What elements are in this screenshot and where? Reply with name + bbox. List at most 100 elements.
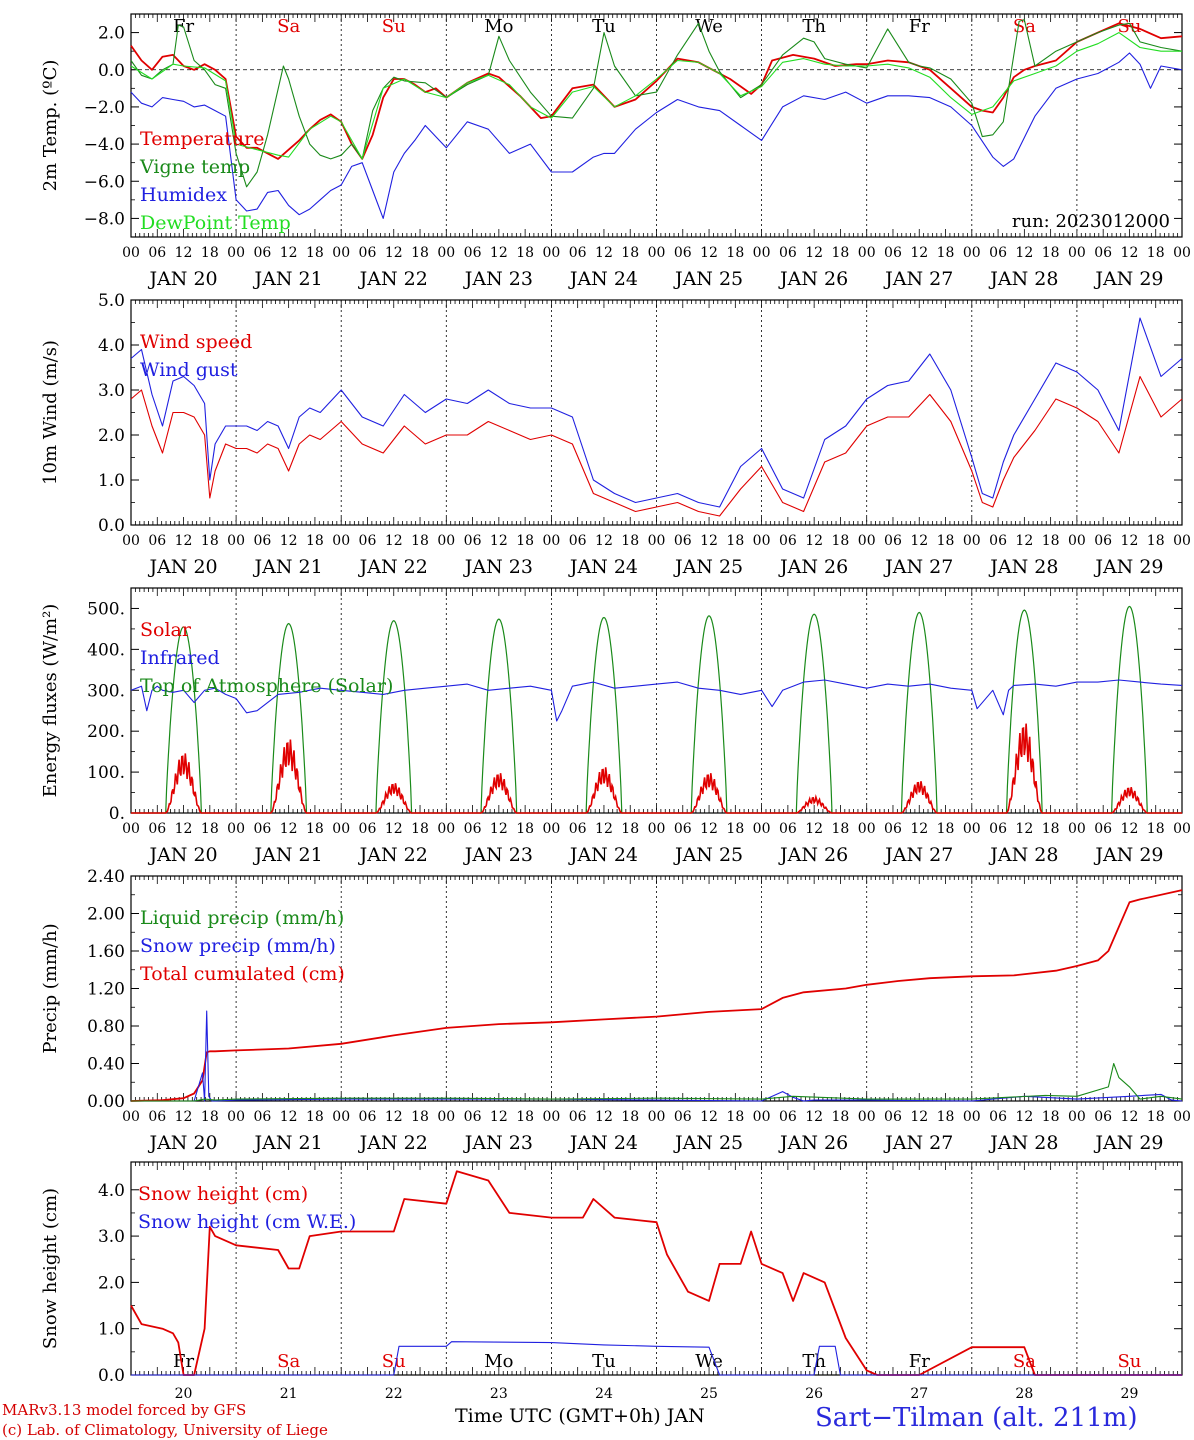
hour-tick-label: 18 [832, 1109, 850, 1125]
hour-tick-label: 00 [858, 245, 876, 261]
legend-entry: Humidex [140, 184, 227, 206]
hour-tick-label: 06 [989, 1109, 1007, 1125]
date-label: JAN 26 [778, 556, 848, 578]
hour-tick-label: 12 [805, 245, 823, 261]
weekday-label: Sa [277, 1351, 300, 1372]
hour-tick-label: 06 [1094, 245, 1112, 261]
hour-tick-label: 18 [411, 533, 429, 549]
hour-tick-label: 06 [359, 533, 377, 549]
series-liquid-precip-mm-h- [131, 1062, 1183, 1102]
date-label: JAN 26 [778, 1132, 848, 1154]
date-label: JAN 20 [147, 268, 217, 290]
date-label: JAN 24 [568, 556, 638, 578]
y-tick-label: 2.00 [87, 905, 125, 925]
hour-tick-label: 00 [437, 245, 455, 261]
date-label: JAN 24 [568, 268, 638, 290]
panel-4: 2.40 2.00 1.60 1.20 0.80 0.40 0.00 Precip (mm/h… [40, 867, 1191, 1154]
hour-tick-label: 18 [411, 821, 429, 837]
hour-tick-label: 06 [989, 533, 1007, 549]
hour-tick-label: 18 [201, 533, 219, 549]
hour-tick-label: 18 [201, 1109, 219, 1125]
hour-tick-label: 12 [700, 1109, 718, 1125]
hour-tick-label: 12 [280, 1109, 298, 1125]
hour-tick-label: 06 [148, 821, 166, 837]
hour-tick-label: 06 [148, 1109, 166, 1125]
y-tick-label: 2.0 [98, 24, 125, 44]
hour-tick-label: 06 [674, 1109, 692, 1125]
day-number-label: 29 [1121, 1386, 1139, 1402]
run-label: run: 2023012000 [1012, 211, 1170, 232]
date-label: JAN 29 [1093, 844, 1163, 866]
date-label: JAN 27 [883, 556, 953, 578]
series-snow-precip-mm-h- [131, 1010, 1183, 1102]
hour-tick-label: 12 [385, 821, 403, 837]
date-label: JAN 26 [778, 268, 848, 290]
series-wind-speed [130, 375, 1183, 517]
legend-entry: Solar [140, 619, 192, 641]
y-tick-label: 5.0 [98, 291, 125, 311]
hour-tick-label: 00 [858, 1109, 876, 1125]
hour-tick-label: 00 [227, 821, 245, 837]
date-label: JAN 28 [988, 844, 1058, 866]
hour-tick-label: 18 [306, 245, 324, 261]
hour-tick-label: 06 [1094, 821, 1112, 837]
hour-tick-label: 00 [227, 533, 245, 549]
hour-tick-label: 12 [175, 821, 193, 837]
hour-tick-label: 00 [542, 245, 560, 261]
hour-tick-label: 00 [1173, 245, 1191, 261]
date-label: JAN 27 [883, 1132, 953, 1154]
date-label: JAN 25 [673, 1132, 743, 1154]
date-label: JAN 25 [673, 844, 743, 866]
y-tick-label: 300. [87, 681, 125, 701]
weekday-label: Mo [484, 1351, 513, 1372]
date-label: JAN 23 [463, 844, 533, 866]
panel-2: 5.0 4.0 3.0 2.0 1.0 0.0 10m Wind (m/s) 00 06 12 18… [40, 291, 1191, 578]
hour-tick-label: 12 [700, 821, 718, 837]
date-label: JAN 29 [1093, 268, 1163, 290]
date-label: JAN 21 [253, 844, 323, 866]
date-label: JAN 29 [1093, 556, 1163, 578]
hour-tick-label: 18 [726, 245, 744, 261]
y-tick-label: 2.40 [87, 867, 125, 887]
day-number-label: 24 [595, 1386, 613, 1402]
hour-tick-label: 12 [490, 821, 508, 837]
hour-tick-label: 06 [359, 1109, 377, 1125]
hour-tick-label: 18 [516, 821, 534, 837]
hour-tick-label: 18 [621, 533, 639, 549]
hour-tick-label: 12 [700, 245, 718, 261]
date-label: JAN 20 [147, 1132, 217, 1154]
weekday-label: Su [1117, 1351, 1141, 1372]
hour-tick-label: 00 [858, 821, 876, 837]
hour-tick-label: 18 [306, 533, 324, 549]
hour-tick-label: 18 [832, 533, 850, 549]
hour-tick-label: 00 [542, 821, 560, 837]
y-tick-label: 1.20 [87, 980, 125, 1000]
y-tick-label: −8.0 [84, 209, 125, 229]
hour-tick-label: 18 [411, 1109, 429, 1125]
hour-tick-label: 12 [1121, 533, 1139, 549]
hour-tick-label: 00 [122, 821, 140, 837]
y-tick-label: 0.40 [87, 1055, 125, 1075]
hour-tick-label: 00 [648, 821, 666, 837]
hour-tick-label: 00 [648, 533, 666, 549]
y-tick-label: 1.0 [98, 1320, 125, 1340]
y-axis-label: 2m Temp. (ºC) [40, 60, 61, 192]
date-label: JAN 20 [147, 556, 217, 578]
hour-tick-label: 18 [937, 533, 955, 549]
series-humidex [130, 52, 1183, 219]
hour-tick-label: 00 [542, 533, 560, 549]
hour-tick-label: 18 [1147, 245, 1165, 261]
hour-tick-label: 12 [385, 1109, 403, 1125]
legend-entry: Temperature [140, 128, 264, 150]
hour-tick-label: 00 [753, 245, 771, 261]
y-tick-label: 3.0 [98, 1227, 125, 1247]
hour-tick-label: 00 [1068, 1109, 1086, 1125]
hour-tick-label: 06 [884, 1109, 902, 1125]
hour-tick-label: 18 [726, 821, 744, 837]
hour-tick-label: 06 [674, 533, 692, 549]
hour-tick-label: 12 [595, 533, 613, 549]
hour-tick-label: 00 [332, 533, 350, 549]
hour-tick-label: 12 [280, 821, 298, 837]
date-label: JAN 22 [358, 556, 428, 578]
weekday-label: Th [802, 1351, 826, 1372]
